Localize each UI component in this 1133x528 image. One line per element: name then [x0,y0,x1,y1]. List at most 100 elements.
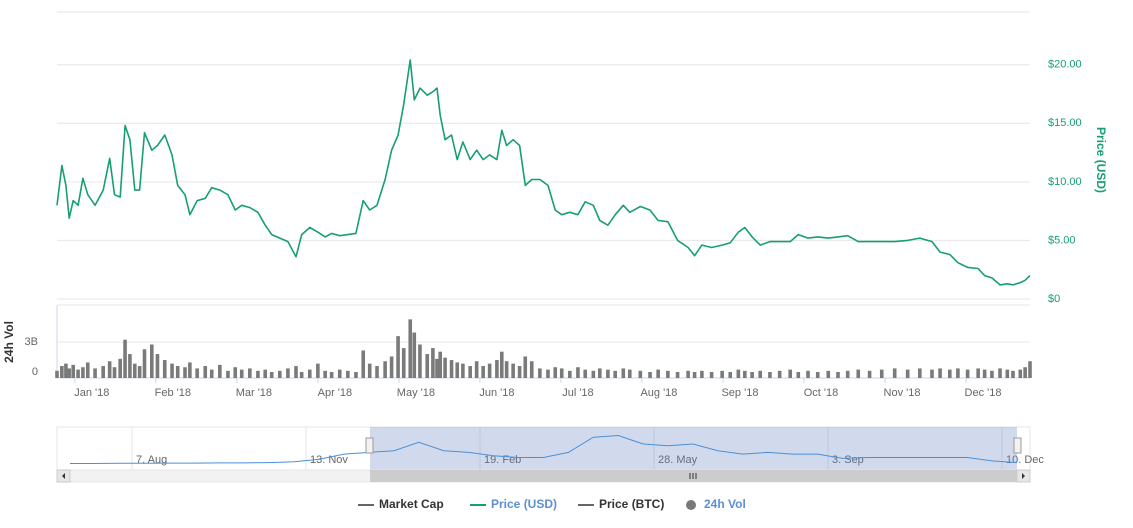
volume-bar [606,369,610,378]
volume-bar [982,369,987,378]
volume-bar [294,366,298,378]
volume-bar [576,367,580,378]
volume-bar [256,370,260,378]
volume-bar [162,360,167,378]
navigator-series [70,434,1018,464]
volume-bar [879,369,884,378]
volume-bar [1011,370,1015,378]
volume-bar [892,368,897,378]
volume-bar [269,372,274,378]
volume-bar [175,366,180,378]
volume-bar [758,370,763,378]
y2-axis-title: 24h Vol [2,321,16,363]
legend-label[interactable]: 24h Vol [704,497,746,511]
navigator-handle[interactable] [365,437,374,454]
volume-bar [443,357,447,378]
volume-bar [418,344,422,378]
navigator-selection[interactable] [370,427,1017,470]
volume-bar [195,368,199,378]
volume-bar [183,367,187,378]
scrollbar-grip [689,473,697,479]
y2-tick-label: 3B [25,336,38,348]
volume-bar [218,364,222,378]
volume-bar [142,349,147,378]
volume-bar [559,368,564,378]
legend-label[interactable]: Market Cap [379,497,444,511]
volume-bar [768,372,772,378]
volume-bar [709,372,714,378]
volume-bar [55,370,59,378]
y-tick-label: $10.00 [1048,176,1082,188]
volume-bar [367,363,372,378]
volume-bar [720,370,724,378]
volume-bar [568,370,572,378]
volume-bar [692,372,697,378]
x-tick-label: Apr '18 [318,387,353,399]
navigator-label: 3. Sep [832,454,864,466]
volume-bar [965,369,970,378]
volume-bar [81,367,85,378]
volume-bar [976,368,980,378]
volume-bar [546,369,550,378]
volume-bar [474,361,479,378]
volume-bar [675,372,680,378]
price-line [56,59,1031,286]
volume-bar [656,369,660,378]
x-tick-label: Feb '18 [155,387,191,399]
volume-bar [286,368,290,378]
x-tick-label: Mar '18 [236,387,272,399]
volume-bar [132,363,137,378]
volume-bar [226,370,230,378]
volume-bar [361,350,366,378]
volume-bar [375,366,379,378]
x-tick-label: Oct '18 [804,387,839,399]
volume-bar [76,369,80,378]
volume-bar [239,369,244,378]
x-tick-label: Nov '18 [884,387,921,399]
navigator-label: 28. May [658,454,698,466]
x-tick-label: Aug '18 [640,387,677,399]
volume-bar [750,372,754,378]
y-tick-label: $20.00 [1048,59,1082,71]
navigator-handle[interactable] [1013,437,1022,454]
volume-bar [930,369,934,378]
volume-bar [396,336,400,378]
volume-bar [998,368,1002,378]
volume-bar [826,370,831,378]
volume-bar [538,368,542,378]
volume-bar [64,363,68,378]
volume-bar [203,366,208,378]
volume-bar [815,372,820,378]
volume-bar [67,368,71,378]
navigator-label: 7. Aug [136,454,167,466]
volume-bar [938,368,942,378]
volume-bar [947,369,952,378]
volume-bar [233,367,238,378]
volume-bar [499,351,504,378]
volume-bar [118,358,122,378]
volume-bar [431,348,435,378]
volume-bar [845,370,850,378]
y-tick-label: $15.00 [1048,117,1082,129]
volume-bar [329,372,334,378]
volume-bar [627,369,632,378]
volume-bar [323,370,327,378]
volume-bar [149,344,154,378]
volume-bar [263,369,268,378]
volume-bar [85,362,90,378]
volume-bar [529,361,534,378]
volume-bar [209,369,214,378]
volume-bar [990,370,994,378]
legend-label[interactable]: Price (BTC) [599,497,664,511]
volume-bar [383,361,387,378]
volume-bar [481,366,485,378]
volume-bar [461,363,465,378]
volume-bar [155,354,160,378]
volume-bar [686,370,690,378]
scroll-left-arrow [62,473,65,479]
volume-bar [856,369,861,378]
volume-bar [743,370,747,378]
volume-bar [128,354,132,378]
legend-label[interactable]: Price (USD) [491,497,557,511]
